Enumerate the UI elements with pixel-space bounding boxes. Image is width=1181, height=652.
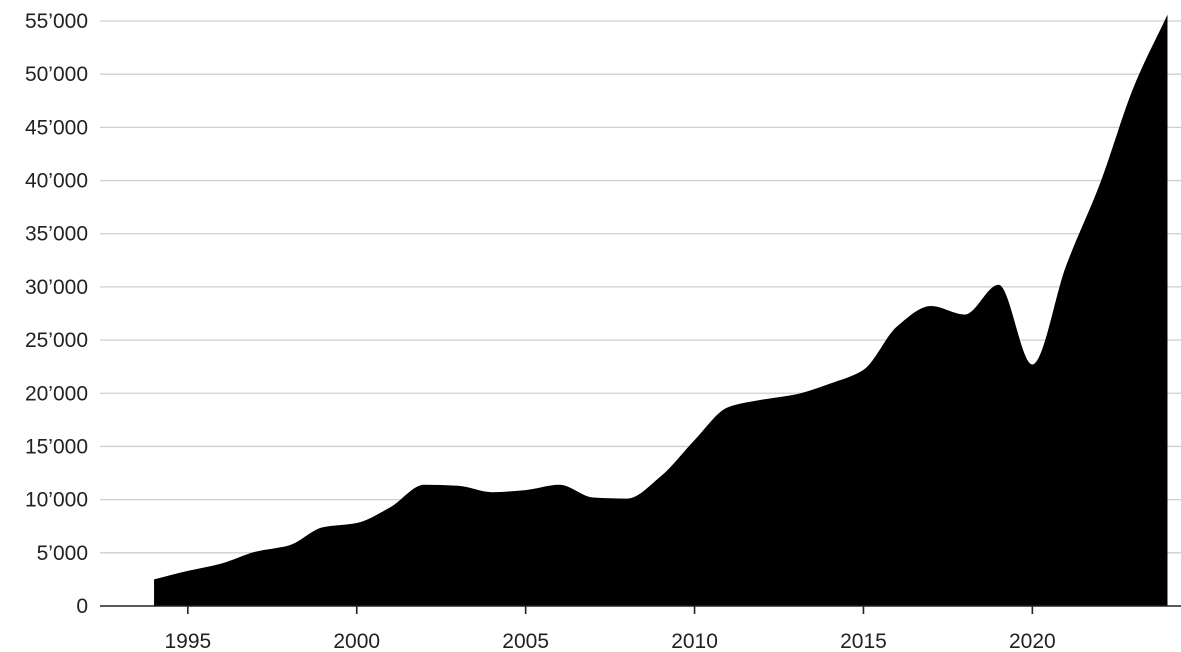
- y-tick-label: 35’000: [25, 223, 88, 246]
- y-tick-label: 45’000: [25, 116, 88, 139]
- y-tick-label: 5’000: [37, 542, 88, 565]
- x-tick-label: 1995: [164, 630, 211, 652]
- x-tick-label: 2015: [840, 630, 887, 652]
- y-tick-label: 0: [76, 595, 88, 618]
- x-tick-label: 2005: [502, 630, 549, 652]
- area-series: [154, 14, 1168, 607]
- x-tick-label: 2020: [1009, 630, 1056, 652]
- x-axis-labels: 1995 2000 2005 2010 2015 2020: [164, 630, 1055, 652]
- y-tick-label: 25’000: [25, 329, 88, 352]
- plot-area: [154, 14, 1168, 607]
- x-tick-label: 2010: [671, 630, 718, 652]
- y-tick-label: 30’000: [25, 276, 88, 299]
- gridlines: [100, 20, 1181, 554]
- x-tick-label: 2000: [333, 630, 380, 652]
- y-tick-label: 40’000: [25, 170, 88, 193]
- y-tick-label: 10’000: [25, 489, 88, 512]
- y-tick-label: 15’000: [25, 435, 88, 458]
- y-tick-label: 50’000: [25, 63, 88, 86]
- y-axis-labels: 0 5’000 10’000 15’000 20’000 25’000 30’000 35’0…: [25, 10, 88, 618]
- y-tick-label: 20’000: [25, 382, 88, 405]
- y-tick-label: 55’000: [25, 10, 88, 33]
- x-axis: [100, 605, 1181, 614]
